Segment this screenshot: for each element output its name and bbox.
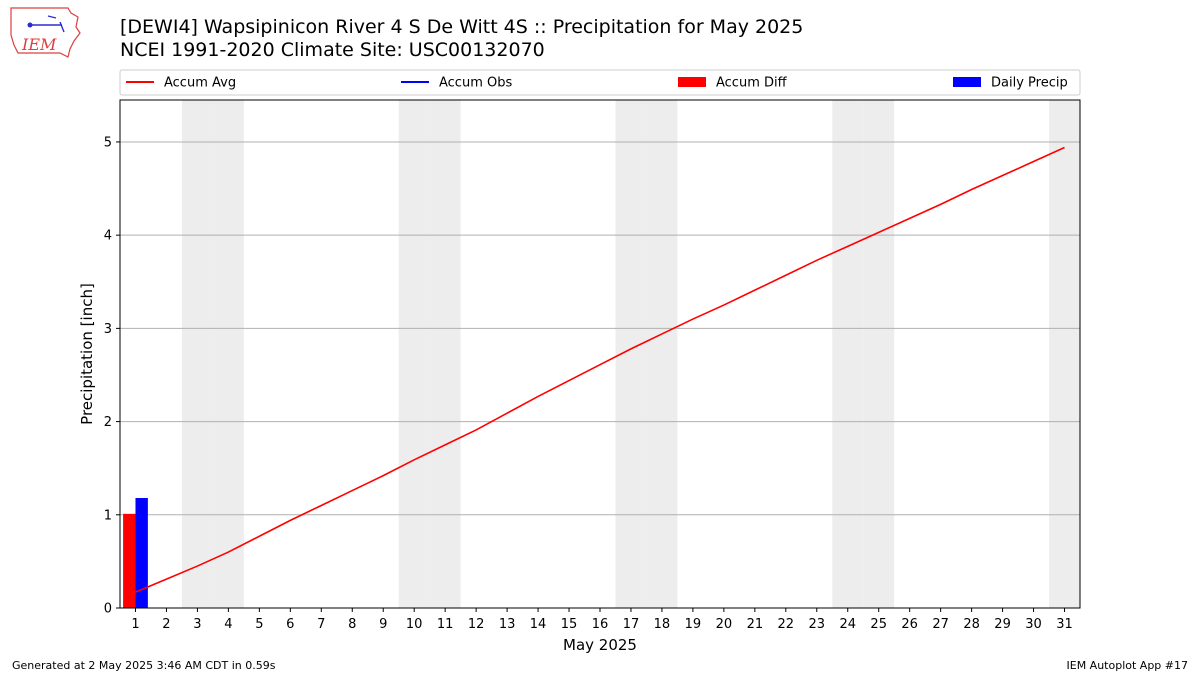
weekend-band — [1049, 100, 1080, 608]
x-tick-label: 17 — [623, 617, 640, 632]
y-tick-label: 0 — [104, 602, 112, 617]
x-tick-label: 27 — [932, 617, 949, 632]
accum-diff-bar — [123, 513, 136, 608]
x-tick-label: 23 — [809, 617, 826, 632]
x-tick-label: 7 — [317, 617, 325, 632]
weekend-band — [212, 100, 244, 608]
legend-frame — [119, 69, 1081, 96]
x-tick-label: 14 — [530, 617, 547, 632]
x-tick-label: 3 — [193, 617, 201, 632]
logo-text: IEM — [21, 35, 57, 54]
legend: Accum Avg Accum Obs Accum Diff Daily Precip — [119, 69, 1081, 96]
y-tick-label: 1 — [104, 508, 112, 523]
x-tick-label: 5 — [255, 617, 263, 632]
weekend-band — [646, 100, 678, 608]
x-tick-label: 31 — [1056, 617, 1073, 632]
x-tick-label: 15 — [561, 617, 578, 632]
y-tick-label: 2 — [104, 415, 112, 430]
x-tick-label: 4 — [224, 617, 232, 632]
x-tick-label: 10 — [406, 617, 423, 632]
title-line-1: [DEWI4] Wapsipinicon River 4 S De Witt 4… — [120, 16, 804, 38]
x-tick-label: 8 — [348, 617, 356, 632]
x-tick-label: 1 — [131, 617, 139, 632]
x-tick-label: 21 — [747, 617, 764, 632]
x-tick-label: 12 — [468, 617, 485, 632]
y-tick-label: 5 — [104, 135, 112, 150]
x-tick-label: 2 — [162, 617, 170, 632]
gridlines — [120, 141, 1080, 516]
generated-timestamp: Generated at 2 May 2025 3:46 AM CDT in 0… — [12, 659, 276, 672]
legend-label: Accum Obs — [439, 76, 512, 91]
x-tick-label: 29 — [994, 617, 1011, 632]
accum-avg-line — [135, 146, 1065, 593]
x-axis-label: May 2025 — [563, 636, 637, 654]
x-tick-label: 24 — [839, 617, 856, 632]
x-tick-label: 26 — [901, 617, 918, 632]
bars — [123, 498, 148, 608]
legend-label: Accum Diff — [716, 76, 788, 91]
weekend-shading — [181, 100, 1080, 608]
weekend-band — [832, 100, 864, 608]
legend-swatch-bar — [678, 77, 706, 87]
y-tick-label: 3 — [104, 322, 112, 337]
x-tick-label: 16 — [592, 617, 609, 632]
app-id: IEM Autoplot App #17 — [1066, 659, 1189, 672]
iem-logo: IEM — [8, 5, 82, 60]
legend-swatch-bar — [953, 77, 981, 87]
lines — [135, 146, 1065, 593]
weekend-band — [181, 100, 213, 608]
chart-title: [DEWI4] Wapsipinicon River 4 S De Witt 4… — [120, 16, 803, 62]
title-line-2: NCEI 1991-2020 Climate Site: USC00132070 — [120, 39, 545, 61]
plot-frame — [119, 99, 1081, 609]
x-tick-label: 20 — [716, 617, 733, 632]
daily-precip-bar — [135, 498, 148, 608]
iowa-map-icon: IEM — [10, 7, 81, 58]
x-tick-label: 13 — [499, 617, 516, 632]
legend-label: Accum Avg — [164, 76, 236, 91]
x-tick-label: 9 — [379, 617, 387, 632]
x-tick-label: 28 — [963, 617, 980, 632]
y-axis-label: Precipitation [inch] — [78, 283, 96, 425]
x-tick-label: 30 — [1025, 617, 1042, 632]
x-tick-label: 22 — [778, 617, 795, 632]
x-tick-label: 25 — [870, 617, 887, 632]
weekend-band — [863, 100, 895, 608]
x-tick-label: 18 — [654, 617, 671, 632]
weekend-band — [398, 100, 430, 608]
y-tick-label: 4 — [104, 229, 112, 244]
weekend-band — [429, 100, 461, 608]
legend-label: Daily Precip — [991, 76, 1068, 91]
x-tick-label: 6 — [286, 617, 294, 632]
x-tick-label: 11 — [437, 617, 454, 632]
x-tick-label: 19 — [685, 617, 702, 632]
